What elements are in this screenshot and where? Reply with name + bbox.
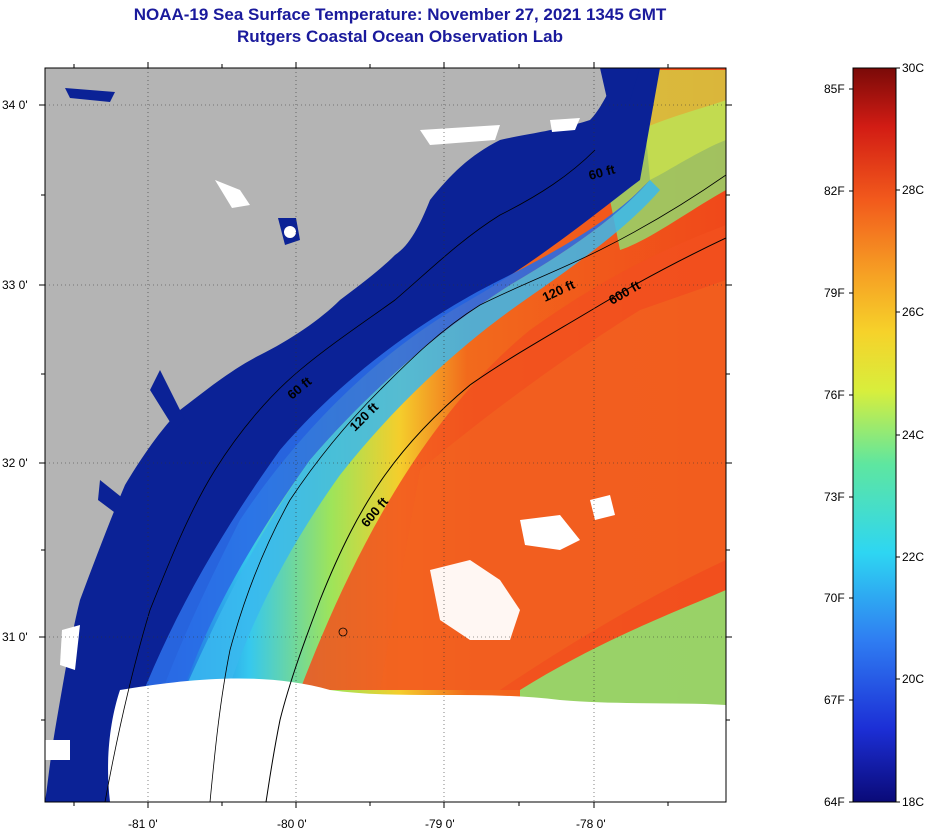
contour-600ft: [265, 237, 726, 802]
map-title: NOAA-19 Sea Surface Temperature: Novembe…: [133, 5, 667, 24]
lon-label-81: -81 0': [128, 817, 158, 831]
map-frame: [44, 67, 727, 803]
cbar-f-76: 76F: [824, 388, 845, 402]
cloud-mask-south: [108, 678, 726, 802]
cbar-c-20: 20C: [902, 672, 925, 686]
cbar-f-79: 79F: [824, 286, 845, 300]
lat-label-34: 34 0': [2, 98, 28, 112]
cloud-mask-offshore: [430, 560, 520, 640]
cbar-f-85: 85F: [824, 82, 845, 96]
cbar-c-24: 24C: [902, 428, 925, 442]
cbar-f-73: 73F: [824, 490, 845, 504]
contour-label-60ft-north: 60 ft: [587, 161, 617, 183]
lon-label-79: -79 0': [425, 817, 455, 831]
land-mass: [45, 68, 620, 802]
lat-label-33: 33 0': [2, 278, 28, 292]
colorbar: [852, 67, 897, 803]
cbar-c-26: 26C: [902, 305, 925, 319]
lon-label-78: -78 0': [576, 817, 606, 831]
lat-label-31: 31 0': [2, 630, 28, 644]
cbar-c-30: 30C: [902, 61, 925, 75]
cbar-c-18: 18C: [902, 795, 925, 809]
contour-60ft: [104, 149, 596, 802]
map-subtitle: Rutgers Coastal Ocean Observation Lab: [237, 27, 563, 46]
cbar-c-28: 28C: [902, 183, 925, 197]
contour-120ft: [209, 174, 726, 802]
cbar-f-82: 82F: [824, 184, 845, 198]
lon-label-80: -80 0': [277, 817, 307, 831]
cbar-f-67: 67F: [824, 693, 845, 707]
cbar-c-22: 22C: [902, 550, 925, 564]
cbar-f-64: 64F: [824, 795, 845, 809]
lat-label-32: 32 0': [2, 456, 28, 470]
cbar-f-70: 70F: [824, 591, 845, 605]
